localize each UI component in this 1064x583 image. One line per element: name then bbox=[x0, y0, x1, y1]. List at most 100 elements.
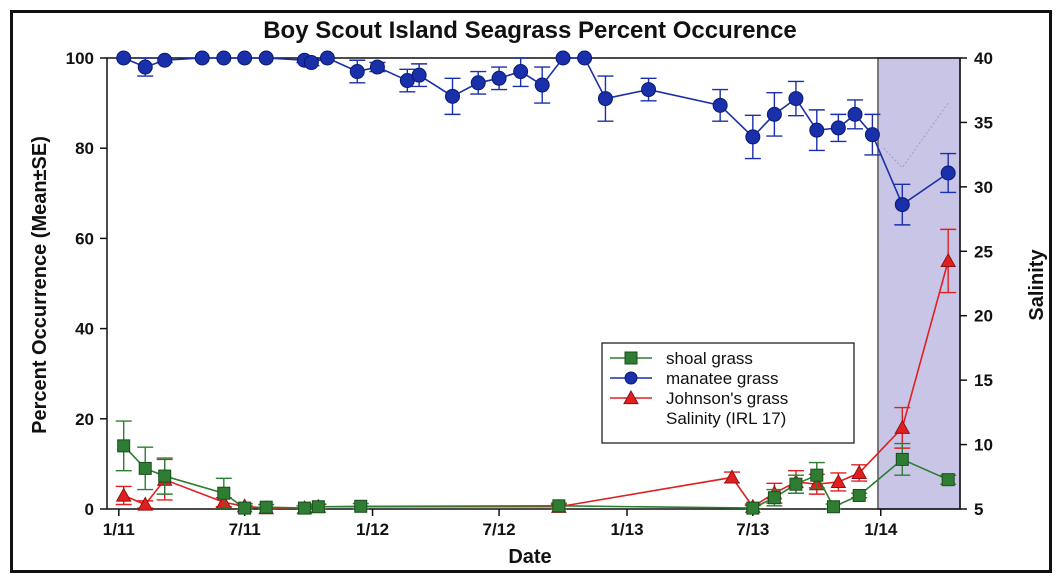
data-point bbox=[830, 120, 846, 136]
chart-title: Boy Scout Island Seagrass Percent Occure… bbox=[263, 17, 797, 44]
data-point bbox=[115, 487, 132, 502]
y-tick-label: 40 bbox=[75, 320, 94, 339]
data-point bbox=[940, 252, 957, 268]
y-tick-label: 80 bbox=[75, 139, 94, 158]
x-tick-label: 1/12 bbox=[356, 520, 389, 539]
data-point bbox=[809, 122, 825, 138]
y-axis-label: Percent Occurrence (Mean±SE) bbox=[29, 136, 51, 434]
y2-tick-label: 40 bbox=[974, 49, 993, 68]
plot-area-border bbox=[106, 57, 961, 510]
y2-tick-label: 5 bbox=[974, 500, 983, 519]
y-tick-label: 20 bbox=[75, 410, 94, 429]
legend-item: shoal grass bbox=[610, 349, 753, 368]
data-point bbox=[555, 50, 571, 66]
data-point bbox=[851, 464, 868, 480]
series-shoal-grass bbox=[115, 420, 957, 515]
legend-item: Salinity (IRL 17) bbox=[666, 409, 786, 428]
data-point bbox=[641, 82, 657, 98]
data-point bbox=[745, 129, 761, 145]
y2-tick-label: 15 bbox=[974, 371, 993, 390]
data-point bbox=[445, 88, 461, 104]
data-point bbox=[789, 477, 803, 491]
data-point bbox=[864, 127, 880, 143]
data-point bbox=[767, 491, 781, 505]
data-point bbox=[157, 52, 173, 68]
legend-marker bbox=[624, 351, 638, 365]
y-tick-label: 60 bbox=[75, 229, 94, 248]
data-point bbox=[847, 106, 863, 122]
series-line bbox=[123, 57, 949, 206]
x-tick-label: 1/11 bbox=[103, 520, 135, 539]
series-line bbox=[123, 445, 949, 509]
y2-tick-label: 20 bbox=[974, 307, 993, 326]
legend-label: Salinity (IRL 17) bbox=[666, 409, 786, 428]
highlight-region bbox=[877, 57, 961, 510]
legend-item: manatee grass bbox=[610, 369, 778, 388]
data-point bbox=[746, 501, 760, 515]
data-point bbox=[319, 50, 335, 66]
data-point bbox=[577, 50, 593, 66]
data-point bbox=[895, 452, 909, 466]
data-point bbox=[259, 500, 273, 514]
data-point bbox=[116, 50, 132, 66]
data-point bbox=[369, 59, 385, 75]
series-line bbox=[883, 102, 949, 169]
legend-label: manatee grass bbox=[666, 369, 778, 388]
data-point bbox=[470, 75, 486, 91]
data-point bbox=[852, 488, 866, 502]
x-tick-label: 7/12 bbox=[483, 520, 516, 539]
y-tick-label: 0 bbox=[85, 500, 94, 519]
legend-box bbox=[601, 342, 855, 444]
series-salinity-irl-17- bbox=[883, 102, 949, 169]
data-point bbox=[788, 91, 804, 107]
data-point bbox=[894, 197, 910, 213]
data-point bbox=[237, 50, 253, 66]
x-tick-label: 1/13 bbox=[610, 520, 643, 539]
y2-tick-label: 25 bbox=[974, 242, 993, 261]
x-axis-label: Date bbox=[508, 546, 551, 568]
data-point bbox=[830, 473, 847, 489]
data-point bbox=[712, 97, 728, 113]
data-point bbox=[137, 496, 154, 511]
y2-axis-label: Salinity bbox=[1026, 249, 1048, 321]
y-tick-label: 100 bbox=[66, 49, 94, 68]
data-point bbox=[194, 50, 210, 66]
data-point bbox=[258, 50, 274, 66]
data-point bbox=[766, 106, 782, 122]
legend-item: Johnson's grass bbox=[610, 389, 788, 408]
data-point bbox=[354, 499, 368, 513]
data-point bbox=[303, 55, 319, 71]
data-point bbox=[311, 500, 325, 514]
data-point bbox=[297, 501, 311, 515]
y2-tick-label: 35 bbox=[974, 113, 993, 132]
data-point bbox=[117, 439, 131, 453]
data-point bbox=[138, 461, 152, 475]
data-point bbox=[158, 469, 172, 483]
x-tick-label: 7/13 bbox=[736, 520, 769, 539]
y2-tick-label: 30 bbox=[974, 178, 993, 197]
data-point bbox=[724, 469, 740, 484]
data-point bbox=[217, 486, 231, 500]
data-point bbox=[534, 77, 550, 93]
series-layer bbox=[115, 50, 957, 515]
data-point bbox=[941, 473, 955, 487]
axes-layer: 0 20 40 60 80 100 5 10 15 20 25 30 35 40 1/11 7/11 1/12 7… bbox=[66, 49, 993, 539]
data-point bbox=[513, 64, 529, 80]
data-point bbox=[349, 64, 365, 80]
data-point bbox=[552, 499, 566, 513]
data-point bbox=[216, 50, 232, 66]
data-point bbox=[491, 70, 507, 86]
legend-marker bbox=[624, 371, 638, 385]
data-point bbox=[411, 67, 427, 83]
data-point bbox=[940, 165, 956, 181]
legend-marker bbox=[623, 389, 639, 405]
legend-label: Johnson's grass bbox=[666, 389, 788, 408]
data-point bbox=[597, 91, 613, 107]
x-tick-label: 1/14 bbox=[864, 520, 898, 539]
data-point bbox=[810, 468, 824, 482]
data-point bbox=[238, 501, 252, 515]
legend-label: shoal grass bbox=[666, 349, 753, 368]
y2-tick-label: 10 bbox=[974, 436, 993, 455]
